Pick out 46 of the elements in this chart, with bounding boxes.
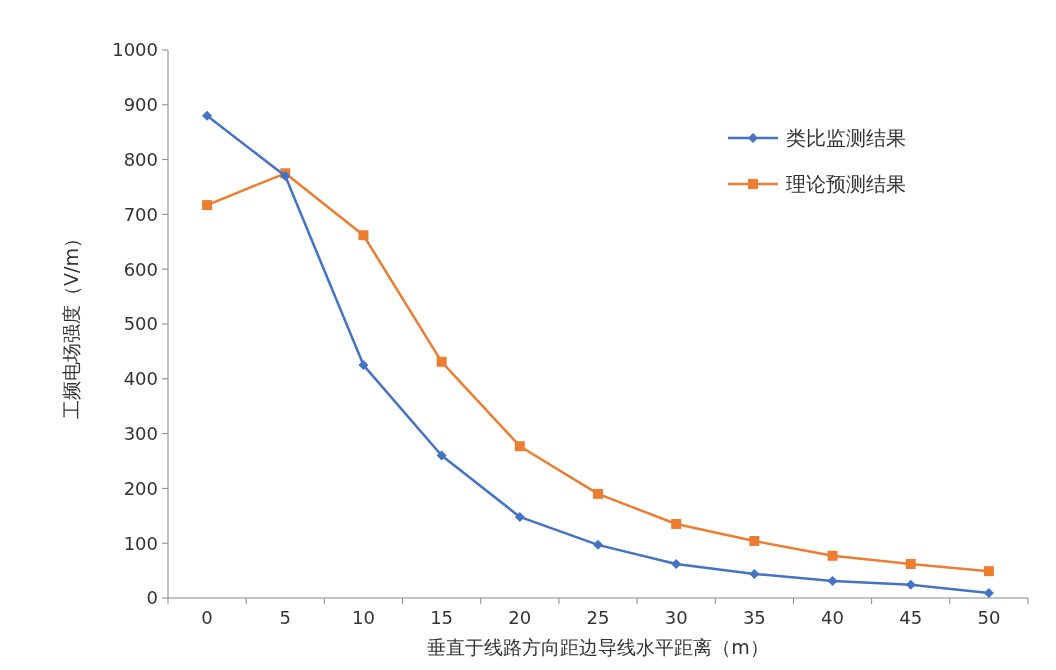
y-tick-label: 200 [123,477,158,499]
x-axis-title: 垂直于线路方向距边导线水平距离（m） [427,636,769,658]
point [905,579,916,590]
x-tick-label: 10 [352,607,375,628]
y-tick-label: 900 [123,94,158,116]
point [827,550,838,561]
x-tick-label: 5 [279,607,291,628]
y-tick-label: 300 [123,422,158,444]
y-tick-label: 600 [123,258,158,280]
x-tick-label: 15 [430,607,454,628]
x-tick-label: 25 [586,607,610,628]
point [514,511,525,522]
point [749,536,760,547]
point [436,356,447,367]
x-tick-label: 0 [201,607,213,628]
y-tick-label: 400 [123,368,158,390]
x-tick-label: 45 [899,607,923,628]
y-tick-label: 1000 [112,39,158,61]
legend-label: 理论预测结果 [786,172,906,196]
point [358,360,369,371]
point [671,519,682,530]
x-tick-label: 30 [664,607,688,628]
y-tick-label: 0 [146,587,158,609]
point [436,450,447,461]
point [358,230,369,241]
point [514,441,525,452]
point [983,588,994,599]
legend-label: 类比监测结果 [786,126,906,150]
x-tick-label: 35 [742,607,766,628]
y-tick-label: 700 [123,203,158,225]
point [905,559,916,570]
point [593,539,603,550]
point [827,576,838,587]
x-tick-label: 40 [821,607,844,628]
y-tick-label: 800 [123,148,158,170]
point [983,566,994,577]
point [593,488,603,499]
y-axis-title: 工频电场强度（V/m） [60,229,82,419]
point [749,568,760,579]
y-tick-label: 500 [123,313,158,335]
point [202,110,213,121]
y-tick-label: 100 [123,532,158,554]
x-tick-label: 50 [977,607,1001,628]
point [202,200,213,211]
point [671,559,682,570]
x-tick-label: 20 [508,607,532,628]
